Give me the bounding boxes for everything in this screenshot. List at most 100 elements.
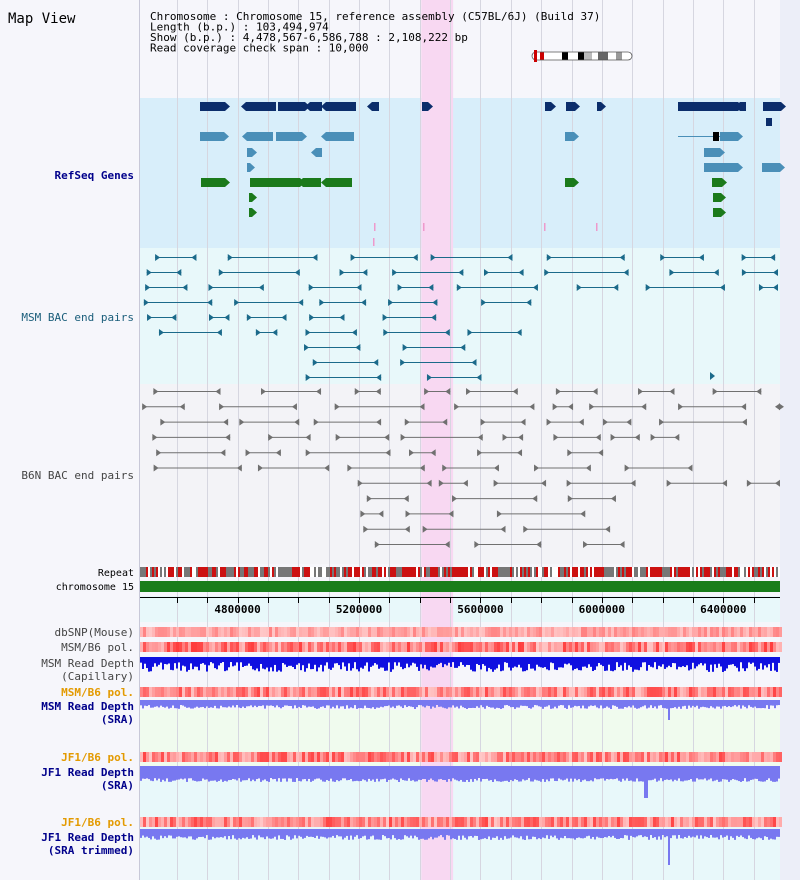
depth-bar <box>480 766 482 782</box>
gene-feature <box>276 132 307 141</box>
polymorphism-cell <box>662 687 665 697</box>
depth-bar <box>466 766 468 780</box>
depth-bar <box>312 657 314 670</box>
repeat-element <box>206 567 208 577</box>
polymorphism-cell <box>161 627 164 637</box>
depth-bar <box>500 700 502 709</box>
depth-bar <box>772 657 774 663</box>
repeat-element <box>620 567 622 577</box>
polymorphism-cell <box>509 687 512 697</box>
b6n-bac-pair-end <box>424 388 430 395</box>
track-label-refseq: RefSeq Genes <box>55 169 134 182</box>
depth-bar <box>378 657 380 669</box>
polymorphism-cell <box>608 752 611 762</box>
depth-bar <box>760 766 762 782</box>
polymorphism-cell <box>746 642 749 652</box>
depth-bar <box>316 657 318 672</box>
polymorphism-cell <box>698 817 701 827</box>
polymorphism-cell <box>158 687 161 697</box>
repeat-element <box>510 567 512 577</box>
b6n-bac-pair <box>496 510 586 518</box>
depth-bar <box>450 766 452 782</box>
depth-bar <box>414 657 416 664</box>
polymorphism-cell <box>389 817 392 827</box>
polymorphism-cell <box>554 687 557 697</box>
depth-bar <box>232 766 234 779</box>
polymorphism-cell <box>317 627 320 637</box>
polymorphism-cell <box>152 752 155 762</box>
polymorphism-cell <box>470 817 473 827</box>
depth-bar <box>492 829 494 838</box>
polymorphism-cell <box>674 687 677 697</box>
repeat-element <box>744 567 746 577</box>
depth-bar <box>580 766 582 782</box>
depth-bar <box>468 657 470 666</box>
polymorphism-cell <box>482 687 485 697</box>
repeat-element <box>320 567 322 577</box>
depth-bar <box>356 657 358 670</box>
b6n-bac-pair-end <box>517 449 523 457</box>
gene-feature <box>247 163 255 172</box>
b6n-bac-pair-end <box>408 449 414 457</box>
depth-bar <box>176 700 178 709</box>
polymorphism-cell <box>443 687 446 697</box>
polymorphism-cell <box>548 687 551 697</box>
polymorphism-cell <box>428 642 431 652</box>
polymorphism-cell <box>263 642 266 652</box>
repeat-element <box>538 567 540 577</box>
polymorphism-cell <box>173 817 176 827</box>
polymorphism-cell <box>560 817 563 827</box>
polymorphism-cell <box>596 817 599 827</box>
polymorphism-cell <box>701 817 704 827</box>
polymorphism-cell <box>485 642 488 652</box>
depth-bar <box>360 766 362 782</box>
polymorphism-cell <box>254 627 257 637</box>
polymorphism-cell <box>710 627 713 637</box>
gene-marker-tick <box>423 223 425 231</box>
polymorphism-cell <box>413 817 416 827</box>
gene-feature <box>713 208 726 217</box>
b6n-bac-pair-end <box>666 479 672 487</box>
polymorphism-cell <box>743 817 746 827</box>
repeat-element <box>536 567 538 577</box>
depth-bar <box>412 700 414 708</box>
depth-bar <box>748 657 750 663</box>
b6n-bac-pair-end <box>529 403 535 411</box>
polymorphism-cell <box>359 817 362 827</box>
polymorphism-cell <box>182 687 185 697</box>
depth-bar <box>464 657 466 667</box>
depth-bar <box>252 700 254 708</box>
polymorphism-cell <box>188 627 191 637</box>
depth-bar <box>566 700 568 709</box>
polymorphism-cell <box>290 817 293 827</box>
msm-bac-pair-end <box>645 284 651 291</box>
polymorphism-cell <box>524 627 527 637</box>
depth-bar <box>242 700 244 707</box>
polymorphism-cell <box>383 627 386 637</box>
polymorphism-cell <box>758 642 761 652</box>
polymorphism-cell <box>377 642 380 652</box>
depth-bar <box>554 700 556 707</box>
axis-tick-label: 6000000 <box>579 603 625 616</box>
gene-body <box>565 132 574 141</box>
polymorphism-cell <box>620 627 623 637</box>
polymorphism-cell <box>479 627 482 637</box>
depth-bar <box>314 700 316 709</box>
depth-bar <box>358 657 360 672</box>
depth-bar <box>450 700 452 708</box>
depth-bar <box>542 829 544 838</box>
depth-bar <box>248 829 250 839</box>
polymorphism-cell <box>410 642 413 652</box>
polymorphism-cell <box>713 627 716 637</box>
depth-bar <box>498 829 500 840</box>
depth-bar <box>598 657 600 664</box>
depth-bar <box>576 700 578 707</box>
polymorphism-cell <box>536 687 539 697</box>
polymorphism-cell <box>239 752 242 762</box>
polymorphism-cell <box>464 627 467 637</box>
repeat-element <box>208 567 210 577</box>
depth-bar <box>738 700 740 706</box>
polymorphism-cell <box>668 642 671 652</box>
